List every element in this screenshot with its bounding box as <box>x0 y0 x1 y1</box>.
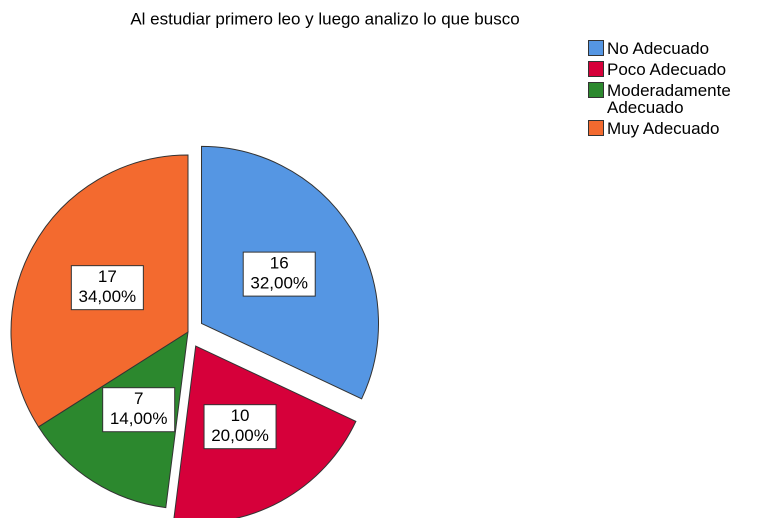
data-label: 10 <box>231 406 250 425</box>
legend-swatch <box>588 82 604 98</box>
data-label-box <box>242 251 316 297</box>
data-label-box <box>102 387 176 433</box>
legend-item: No Adecuado <box>588 40 768 57</box>
legend-label: No Adecuado <box>607 39 710 58</box>
data-label: 14,00% <box>110 409 168 428</box>
legend-item: Poco Adecuado <box>588 61 768 78</box>
data-label: 7 <box>134 389 143 408</box>
legend-item: Muy Adecuado <box>588 120 768 137</box>
legend-label: Moderadamente Adecuado <box>607 81 731 117</box>
legend-swatch <box>588 40 604 56</box>
data-label: 34,00% <box>79 287 137 306</box>
legend-item: Moderadamente Adecuado <box>588 82 768 116</box>
data-label: 32,00% <box>250 274 308 293</box>
legend-label: Poco Adecuado <box>607 60 727 79</box>
legend: No Adecuado Poco Adecuado Moderadamente Ad… <box>588 40 768 141</box>
data-label: 20,00% <box>211 426 269 445</box>
data-label-box <box>203 404 277 450</box>
data-label: 17 <box>98 267 117 286</box>
legend-swatch <box>588 120 604 136</box>
data-label-box <box>70 265 144 311</box>
legend-swatch <box>588 61 604 77</box>
data-label: 16 <box>270 254 289 273</box>
legend-label: Muy Adecuado <box>607 119 720 138</box>
chart-title: Al estudiar primero leo y luego analizo … <box>130 9 519 28</box>
